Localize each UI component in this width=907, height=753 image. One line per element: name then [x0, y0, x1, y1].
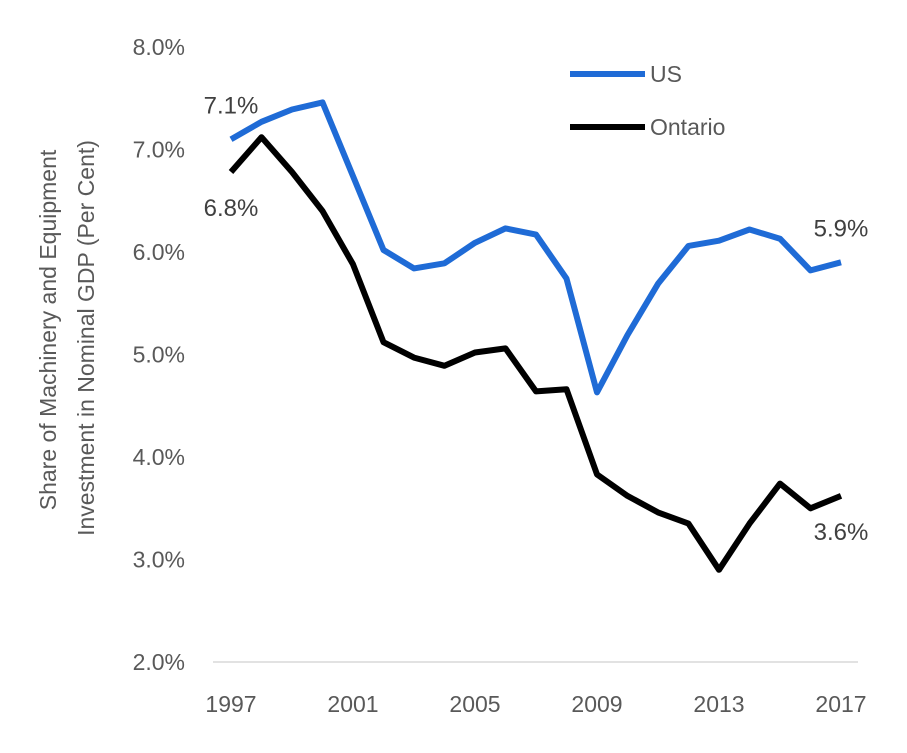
data-point-ontario	[289, 169, 295, 175]
y-tick-label: 5.0%	[133, 342, 185, 368]
data-point-us	[777, 236, 783, 242]
data-point-ontario	[564, 386, 570, 392]
data-point-ontario	[381, 339, 387, 345]
y-axis-label-line-1: Share of Machinery and Equipment	[35, 149, 61, 510]
data-point-us	[564, 276, 570, 282]
data-label-us: 5.9%	[814, 215, 869, 242]
legend-label-ontario: Ontario	[650, 114, 725, 140]
x-tick-label: 2009	[571, 691, 622, 717]
data-point-us	[838, 259, 844, 265]
data-point-us	[320, 99, 326, 105]
data-point-us	[655, 281, 661, 287]
y-axis-ticks: 2.0% 3.0% 4.0% 5.0% 6.0% 7.0% 8.0%	[133, 34, 185, 675]
data-point-ontario	[320, 208, 326, 214]
data-point-us	[625, 332, 631, 338]
data-point-us	[808, 267, 814, 273]
data-point-ontario	[411, 355, 417, 361]
data-point-us	[472, 240, 478, 246]
y-tick-label: 6.0%	[133, 239, 185, 265]
data-point-ontario	[259, 134, 265, 140]
data-point-us	[381, 247, 387, 253]
data-point-ontario	[533, 388, 539, 394]
data-point-us	[350, 173, 356, 179]
x-tick-label: 2005	[449, 691, 500, 717]
data-point-us	[503, 225, 509, 231]
x-tick-label: 2013	[693, 691, 744, 717]
y-tick-label: 2.0%	[133, 649, 185, 675]
data-point-ontario	[747, 521, 753, 527]
legend-label-us: US	[650, 61, 682, 87]
data-point-us	[686, 243, 692, 249]
data-point-ontario	[594, 471, 600, 477]
y-tick-label: 4.0%	[133, 444, 185, 470]
data-point-ontario	[686, 521, 692, 527]
data-point-us	[716, 238, 722, 244]
data-point-ontario	[503, 345, 509, 351]
data-label-ontario: 6.8%	[204, 195, 259, 222]
legend: US Ontario	[570, 61, 725, 140]
data-point-us	[442, 260, 448, 266]
data-point-us	[289, 107, 295, 113]
data-label-us: 7.1%	[204, 92, 259, 119]
series-line-ontario	[228, 134, 843, 573]
x-tick-label: 2017	[815, 691, 866, 717]
data-point-ontario	[655, 509, 661, 515]
y-tick-label: 8.0%	[133, 34, 185, 60]
data-point-ontario	[350, 261, 356, 267]
y-axis-label-line-2: Investment in Nominal GDP (Per Cent)	[73, 140, 99, 536]
y-tick-label: 7.0%	[133, 137, 185, 163]
series-line-us	[229, 99, 842, 396]
data-point-us	[747, 226, 753, 232]
x-tick-label: 1997	[205, 691, 256, 717]
data-point-us	[411, 265, 417, 271]
y-tick-label: 3.0%	[133, 547, 185, 573]
data-label-ontario: 3.6%	[814, 519, 869, 546]
series-group	[228, 99, 844, 573]
data-point-ontario	[228, 169, 234, 175]
data-point-ontario	[472, 349, 478, 355]
data-point-ontario	[716, 567, 722, 573]
x-axis-ticks: 1997 2001 2005 2009 2013 2017	[205, 691, 866, 717]
data-point-ontario	[838, 493, 844, 499]
y-axis-label: Share of Machinery and Equipment Investm…	[35, 140, 99, 536]
data-point-us	[594, 389, 600, 395]
x-tick-label: 2001	[327, 691, 378, 717]
data-point-ontario	[442, 363, 448, 369]
data-point-ontario	[808, 505, 814, 511]
data-point-ontario	[625, 493, 631, 499]
data-point-us	[259, 119, 265, 125]
data-labels: 7.1% 5.9% 6.8% 3.6%	[204, 92, 869, 546]
data-point-us	[228, 136, 234, 142]
data-point-ontario	[777, 481, 783, 487]
data-point-us	[533, 232, 539, 238]
